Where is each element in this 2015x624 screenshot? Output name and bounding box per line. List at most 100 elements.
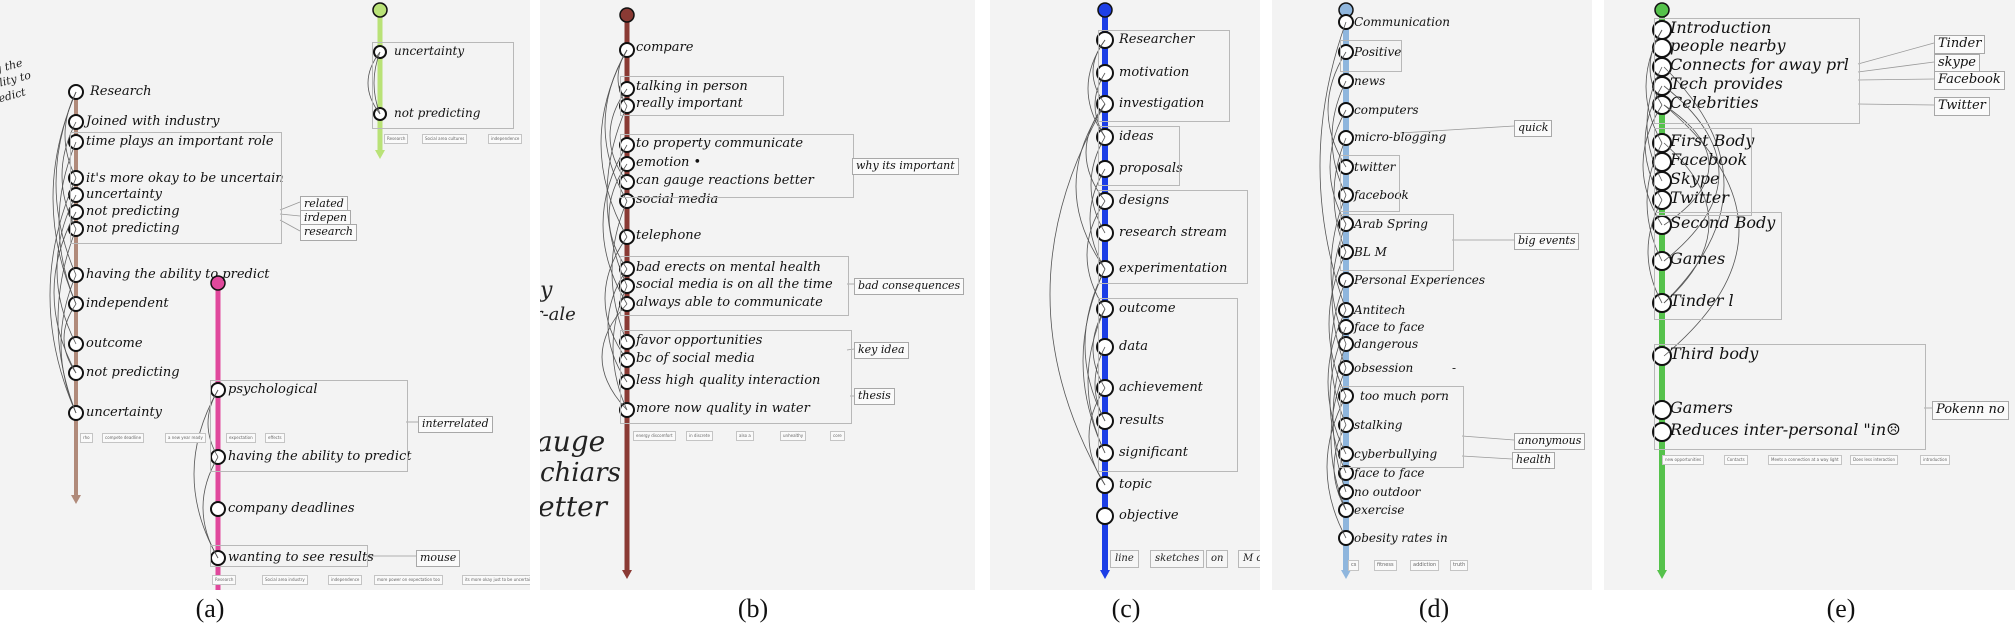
tag[interactable]: Pokenn no (1932, 401, 2009, 420)
label[interactable]: significant (1119, 445, 1188, 460)
label[interactable]: proposals (1119, 161, 1183, 176)
label[interactable]: computers (1354, 103, 1419, 117)
chip[interactable]: energy discomfort (633, 431, 676, 441)
label[interactable]: people nearby (1670, 36, 1786, 55)
label[interactable]: exercise (1354, 503, 1405, 517)
label[interactable]: outcome (86, 336, 143, 351)
label[interactable]: achievement (1119, 380, 1203, 395)
label[interactable]: motivation (1119, 65, 1190, 80)
label[interactable]: Personal Experiences (1354, 273, 1485, 287)
label[interactable]: Researcher (1119, 32, 1195, 47)
tag[interactable]: bad consequences (854, 278, 965, 295)
label[interactable]: not predicting (394, 106, 481, 120)
label[interactable]: not predicting (86, 365, 180, 380)
chip[interactable]: rho (80, 433, 93, 443)
chip[interactable]: fitness (1374, 560, 1397, 571)
label[interactable]: ideas (1119, 129, 1154, 144)
label[interactable]: topic (1119, 477, 1152, 492)
label[interactable]: Celebrities (1670, 93, 1759, 112)
tag[interactable]: related (300, 196, 348, 213)
label[interactable]: social media is on all the time (636, 277, 833, 292)
label[interactable]: dangerous (1354, 337, 1419, 351)
label[interactable]: face to face (1354, 320, 1425, 334)
tag[interactable]: skype (1934, 54, 1980, 73)
label[interactable]: Twitter (1670, 188, 1729, 207)
chip[interactable]: Does less interaction (1850, 455, 1898, 465)
label[interactable]: uncertainty (86, 187, 163, 202)
label[interactable]: uncertainty (394, 44, 465, 58)
label[interactable]: Gamers (1670, 398, 1733, 417)
label[interactable]: obesity rates in (1354, 531, 1448, 545)
label[interactable]: bad erects on mental health (636, 260, 821, 275)
label[interactable]: designs (1119, 193, 1170, 208)
label[interactable]: cyberbullying (1354, 447, 1438, 461)
chip[interactable]: new opportunities (1662, 455, 1705, 465)
node[interactable] (1652, 346, 1672, 366)
chip[interactable]: on (1206, 550, 1229, 568)
label[interactable]: outcome (1119, 301, 1176, 316)
label[interactable]: Tech provides (1670, 74, 1783, 93)
tag[interactable]: anonymous (1514, 433, 1586, 450)
label[interactable]: Antitech (1354, 303, 1406, 317)
label[interactable]: Skype (1670, 169, 1720, 188)
tag[interactable]: why its important (852, 158, 959, 175)
chip[interactable]: independence (488, 134, 523, 144)
label[interactable]: bc of social media (636, 351, 755, 366)
label[interactable]: compare (636, 40, 694, 55)
chip[interactable]: Contacts (1724, 455, 1748, 465)
chip[interactable]: independence (328, 575, 363, 585)
label[interactable]: more now quality in water (636, 401, 810, 416)
tag[interactable]: health (1512, 452, 1556, 469)
tag[interactable]: Facebook (1934, 71, 2005, 90)
label[interactable]: telephone (636, 228, 702, 243)
label[interactable]: data (1119, 339, 1149, 354)
label[interactable]: uncertainty (86, 405, 163, 420)
label[interactable]: can gauge reactions better (636, 173, 814, 188)
label[interactable]: wanting to see results (228, 550, 374, 565)
chip[interactable]: introduction (1920, 455, 1951, 465)
chip[interactable]: Research (384, 134, 409, 144)
label[interactable]: favor opportunities (636, 333, 763, 348)
tag[interactable]: interrelated (418, 416, 493, 433)
label[interactable]: research stream (1119, 225, 1227, 240)
label[interactable]: social media (636, 192, 719, 207)
chip[interactable]: compete deadline (102, 433, 145, 443)
label[interactable]: Reduces inter-personal "in☹ (1670, 420, 1901, 439)
label[interactable]: Positive (1354, 45, 1402, 59)
chip[interactable]: expectation (226, 433, 256, 443)
label[interactable]: to property communicate (636, 136, 804, 151)
label[interactable]: objective (1119, 508, 1179, 523)
label[interactable]: Tinder l (1670, 291, 1734, 310)
label[interactable]: psychological (228, 382, 318, 397)
chip[interactable]: sketches (1150, 550, 1205, 568)
label[interactable]: not predicting (86, 204, 180, 219)
label[interactable]: Joined with industry (86, 114, 220, 129)
label[interactable]: having the ability to predict (228, 449, 412, 464)
label[interactable]: Communication (1354, 15, 1450, 29)
chip[interactable]: also a (736, 431, 754, 441)
label[interactable]: really important (636, 96, 743, 111)
label[interactable]: BL M (1354, 245, 1387, 259)
label[interactable]: facebook (1354, 188, 1409, 202)
tag[interactable]: Tinder (1934, 35, 1986, 54)
label[interactable]: Second Body (1670, 213, 1776, 232)
chip[interactable]: cs (1348, 560, 1360, 571)
label[interactable]: emotion • (636, 155, 702, 170)
label[interactable]: too much porn (1360, 389, 1449, 403)
tag[interactable]: Twitter (1934, 97, 1990, 116)
chip[interactable]: a new year ready (165, 433, 206, 443)
label[interactable]: less high quality interaction (636, 373, 821, 388)
label[interactable]: Research (90, 84, 152, 99)
node[interactable] (1096, 507, 1114, 525)
label[interactable]: having the ability to predict (86, 267, 270, 282)
chip[interactable]: Research (212, 575, 237, 585)
label[interactable]: Third body (1670, 344, 1759, 363)
label[interactable]: face to face (1354, 466, 1425, 480)
node[interactable] (1652, 422, 1672, 442)
chip[interactable]: Social area industry (262, 575, 308, 585)
label[interactable]: no outdoor (1354, 485, 1421, 499)
chip[interactable]: line (1110, 550, 1139, 568)
chip[interactable]: unhealthy (780, 431, 807, 441)
label[interactable]: twitter (1354, 160, 1396, 174)
tag[interactable]: big events (1514, 233, 1580, 250)
